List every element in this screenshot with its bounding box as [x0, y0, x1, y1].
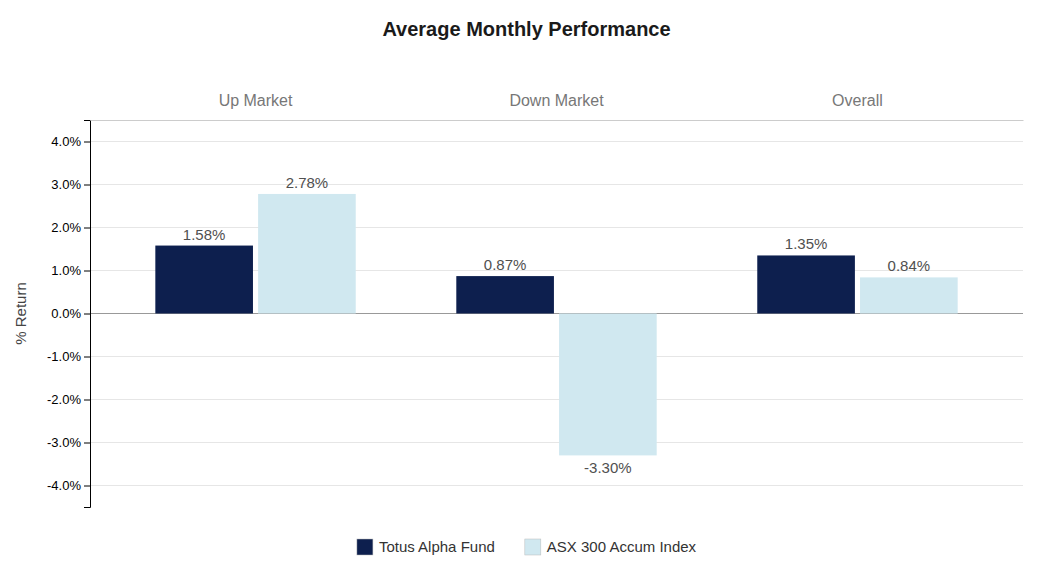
- data-label: 0.87%: [484, 256, 527, 273]
- plot: -4.0% -3.0% -2.0% -1.0% 0.0% 1.0% 2.0% 3.0% 4.0%…: [47, 92, 1023, 508]
- y-tick-mark: [84, 400, 90, 401]
- bar: [559, 314, 657, 456]
- y-tick-label: -4.0%: [47, 478, 81, 493]
- y-tick: -4.0%: [47, 478, 90, 493]
- y-tick: 4.0%: [51, 134, 90, 149]
- y-tick: 1.0%: [51, 263, 90, 278]
- y-tick-mark: [84, 486, 90, 487]
- y-tick-mark: [84, 271, 90, 272]
- data-label: 1.35%: [785, 235, 828, 252]
- legend-label: Totus Alpha Fund: [379, 538, 495, 555]
- x-tick: Down Market: [509, 92, 604, 120]
- data-labels: 1.58% 0.87% 1.35% 2.78% -3.30% 0.84%: [183, 174, 930, 476]
- legend-label: ASX 300 Accum Index: [547, 538, 697, 555]
- y-tick-label: -1.0%: [47, 349, 81, 364]
- y-tick-label: 4.0%: [51, 134, 81, 149]
- grid-line: [90, 227, 1023, 228]
- x-tick: Overall: [832, 92, 883, 120]
- y-tick-label: -2.0%: [47, 392, 81, 407]
- y-axis-line: [84, 121, 91, 508]
- grid-line: [90, 356, 1023, 357]
- grid-line: [90, 399, 1023, 400]
- y-tick-mark: [84, 185, 90, 186]
- bars: [155, 194, 957, 455]
- y-axis: -4.0% -3.0% -2.0% -1.0% 0.0% 1.0% 2.0% 3.0% 4.0%: [47, 121, 90, 508]
- legend-item: ASX 300 Accum Index: [525, 538, 697, 555]
- grid-line: [90, 184, 1023, 185]
- y-tick-label: 3.0%: [51, 177, 81, 192]
- bar: [258, 194, 356, 314]
- bar: [860, 277, 958, 313]
- y-axis-title: % Return: [12, 282, 29, 345]
- y-tick-label: -3.0%: [47, 435, 81, 450]
- title: Average Monthly Performance: [382, 18, 670, 40]
- y-tick-label: 0.0%: [51, 306, 81, 321]
- legend: Totus Alpha Fund ASX 300 Accum Index: [357, 538, 697, 555]
- y-tick-label: 2.0%: [51, 220, 81, 235]
- bar: [757, 255, 855, 313]
- bar: [456, 276, 554, 313]
- y-tick-mark: [84, 228, 90, 229]
- y-tick-mark: [84, 357, 90, 358]
- y-tick-mark: [84, 142, 90, 143]
- legend-item: Totus Alpha Fund: [357, 538, 495, 555]
- grid-line: [90, 442, 1023, 443]
- grid: [90, 142, 1023, 486]
- grid-line: [90, 141, 1023, 142]
- y-tick-mark: [84, 443, 90, 444]
- category-label: Overall: [832, 92, 883, 109]
- category-label: Down Market: [509, 92, 604, 109]
- legend-swatch: [357, 539, 373, 555]
- chart: Average Monthly Performance -4.0% -3.0% -2.…: [0, 0, 1053, 571]
- legend-swatch: [525, 539, 541, 555]
- y-tick: -2.0%: [47, 392, 90, 407]
- y-tick: 3.0%: [51, 177, 90, 192]
- y-tick: 0.0%: [51, 306, 90, 321]
- x-axis-line: [91, 120, 1024, 121]
- y-tick: 2.0%: [51, 220, 90, 235]
- bar: [155, 246, 253, 314]
- grid-line: [90, 485, 1023, 486]
- y-tick-mark: [84, 314, 90, 315]
- data-label: 0.84%: [888, 257, 931, 274]
- x-tick: Up Market: [219, 92, 293, 120]
- x-axis: Up Market Down Market Overall: [91, 92, 1024, 121]
- category-label: Up Market: [219, 92, 293, 109]
- y-tick: -3.0%: [47, 435, 90, 450]
- y-tick: -1.0%: [47, 349, 90, 364]
- data-label: 1.58%: [183, 226, 226, 243]
- data-label: -3.30%: [584, 459, 632, 476]
- data-label: 2.78%: [286, 174, 329, 191]
- y-tick-label: 1.0%: [51, 263, 81, 278]
